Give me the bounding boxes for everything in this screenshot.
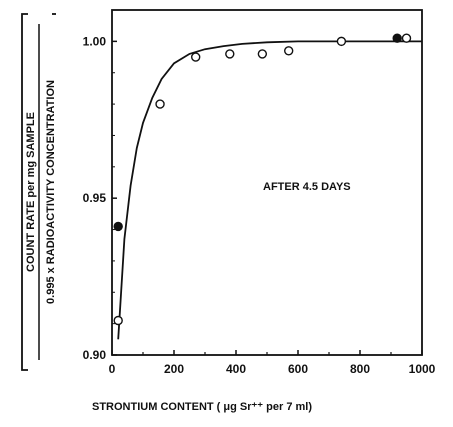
annotation-text: AFTER 4.5 DAYS [263,181,351,193]
y-tick-label: 1.00 [83,34,107,48]
y-axis-ticks: 0.90 0.95 1.00 [83,34,117,362]
x-axis-ticks: 0 200 400 600 800 1000 [109,350,436,376]
y-axis-label-denominator: 0.995 x RADIOACTIVITY CONCENTRATION [45,80,57,304]
open-data-point [190,52,201,62]
x-tick-label: 200 [164,362,184,376]
y-axis-label-numerator: COUNT RATE per mg SAMPLE [25,112,37,272]
x-tick-label: 0 [109,362,116,376]
data-points-layer [113,33,412,326]
y-label-bracket [21,13,28,371]
x-tick-label: 400 [226,362,246,376]
fit-curve-layer [117,40,422,340]
x-tick-label: 600 [288,362,308,376]
open-data-point [401,33,412,43]
open-data-point [257,49,268,59]
fit-curve [117,40,422,340]
open-data-point [284,46,294,56]
open-data-point [225,49,235,59]
x-axis-label: STRONTIUM CONTENT ( μg Sr⁺⁺ per 7 ml) [92,401,312,413]
y-tick-label: 0.90 [83,348,107,362]
x-tick-label: 800 [350,362,370,376]
x-tick-label: 1000 [409,362,436,376]
filled-data-point [392,33,402,43]
filled-data-point [113,221,123,232]
open-data-point [113,315,123,326]
y-tick-label: 0.95 [83,191,107,205]
open-data-point [336,36,347,47]
open-data-point [155,99,165,109]
